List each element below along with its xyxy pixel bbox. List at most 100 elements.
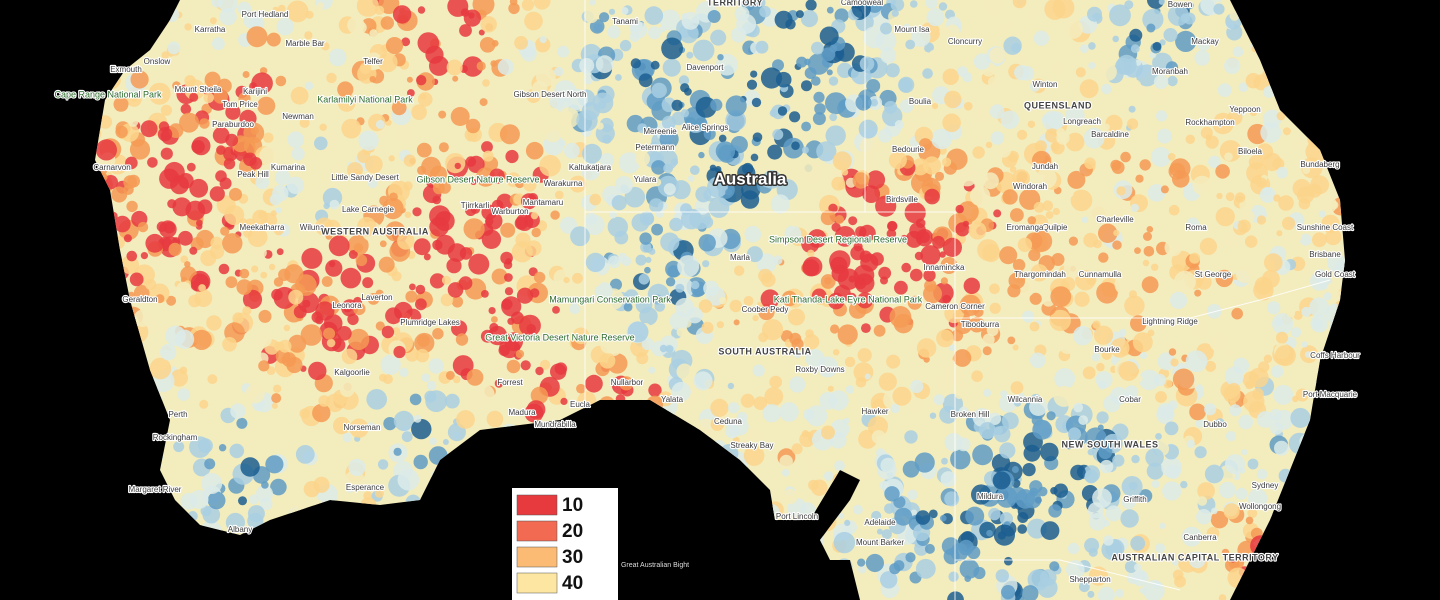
terrain-patch (1110, 338, 1130, 358)
terrain-patch (992, 471, 1011, 490)
terrain-patch (888, 151, 907, 170)
terrain-patch (1170, 358, 1179, 367)
terrain-patch (523, 178, 537, 192)
terrain-patch (707, 10, 721, 23)
terrain-patch (1180, 13, 1191, 23)
terrain-patch (1112, 454, 1125, 467)
terrain-patch (129, 272, 144, 287)
terrain-patch (730, 136, 748, 154)
terrain-patch (892, 386, 912, 406)
terrain-patch (698, 151, 705, 159)
place-label: Wollongong (1239, 502, 1281, 511)
terrain-patch (1204, 464, 1224, 484)
terrain-patch (306, 68, 318, 79)
place-label: St George (1195, 270, 1232, 279)
terrain-patch (999, 442, 1016, 459)
terrain-patch (1112, 240, 1122, 250)
terrain-patch (582, 143, 602, 164)
terrain-patch (740, 190, 760, 209)
terrain-patch (179, 112, 200, 133)
terrain-patch (752, 364, 765, 377)
terrain-patch (1129, 481, 1138, 491)
place-label: Mantamaru (523, 198, 563, 207)
terrain-patch (506, 359, 521, 374)
borders (584, 0, 1331, 600)
place-label: Mount Sheila (175, 85, 222, 94)
terrain-patch (928, 509, 938, 519)
terrain-patch (323, 327, 336, 340)
terrain-patch (1129, 290, 1137, 299)
terrain-patch (369, 29, 378, 38)
terrain-patch (986, 529, 993, 537)
terrain-patch (940, 514, 947, 522)
terrain-patch (1031, 150, 1052, 171)
terrain-patch (1096, 282, 1118, 304)
place-label: Gibson Desert Nature Reserve (416, 174, 539, 184)
terrain-patch (1206, 527, 1220, 540)
terrain-patch (412, 207, 422, 217)
terrain-patch (948, 344, 956, 352)
place-label: Kaltukatjara (569, 163, 612, 172)
terrain-patch (718, 134, 727, 143)
place-label: Broken Hill (951, 410, 990, 419)
terrain-patch (932, 235, 945, 249)
terrain-patch (403, 181, 413, 191)
terrain-patch (238, 92, 251, 105)
terrain-patch (1017, 237, 1033, 252)
place-label: Esperance (346, 483, 385, 492)
terrain-patch (242, 306, 252, 316)
place-label: Forrest (497, 378, 523, 387)
terrain-patch (594, 282, 613, 301)
terrain-patch (1162, 481, 1182, 501)
terrain-patch (462, 56, 484, 77)
place-label: Kumarina (271, 163, 306, 172)
terrain-patch (1029, 292, 1042, 305)
terrain-patch (385, 37, 404, 55)
terrain-patch (1197, 482, 1215, 500)
legend-label: 20 (562, 521, 583, 542)
terrain-patch (811, 288, 827, 304)
terrain-patch (505, 149, 519, 164)
terrain-patch (800, 10, 819, 28)
terrain-patch (168, 123, 184, 138)
terrain-patch (189, 490, 209, 509)
terrain-patch (470, 204, 481, 214)
terrain-patch (676, 363, 693, 380)
terrain-patch (404, 211, 412, 218)
terrain-patch (1172, 368, 1195, 390)
terrain-patch (998, 394, 1017, 413)
terrain-patch (337, 81, 354, 98)
place-label: Birdsville (886, 195, 919, 204)
terrain-patch (445, 370, 455, 380)
terrain-patch (993, 209, 1002, 218)
terrain-patch (355, 21, 367, 34)
terrain-patch (1080, 44, 1089, 53)
terrain-patch (454, 162, 461, 170)
terrain-patch (1290, 407, 1311, 428)
terrain-patch (659, 344, 668, 353)
terrain-patch (1067, 427, 1082, 441)
terrain-patch (638, 73, 653, 88)
labels: Port Hedland Karratha Marble Bar ExmouthOns… (53, 0, 1361, 585)
terrain-patch (1249, 108, 1258, 117)
terrain-patch (1103, 123, 1110, 131)
terrain-patch (1093, 325, 1114, 345)
terrain-patch (315, 301, 335, 321)
terrain-patch (468, 12, 475, 19)
terrain-patch (1012, 0, 1027, 9)
terrain-patch (249, 82, 258, 91)
terrain-patch (447, 243, 467, 262)
terrain-patch (521, 0, 535, 11)
terrain-patch (880, 276, 888, 285)
terrain-patch (379, 240, 387, 248)
terrain-patch (635, 296, 653, 314)
terrain-patch (358, 130, 379, 151)
terrain-patch (1301, 267, 1310, 276)
terrain-patch (693, 371, 713, 391)
terrain-patch (825, 125, 846, 146)
terrain-patch (500, 222, 516, 238)
terrain-patch (494, 379, 504, 388)
terrain-patch (479, 37, 496, 53)
terrain-patch (367, 178, 378, 189)
